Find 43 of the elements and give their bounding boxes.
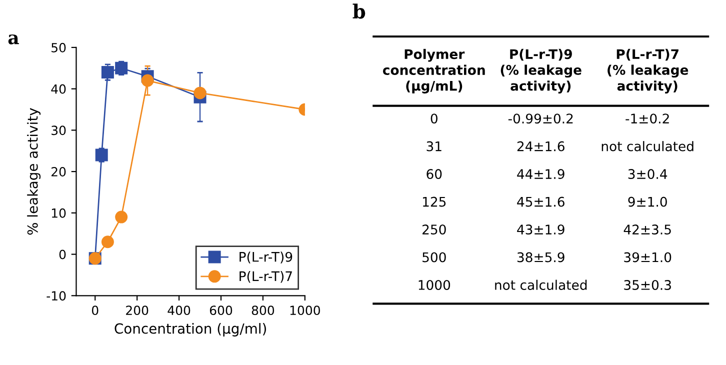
text: 24±1.6 <box>517 141 564 152</box>
legend-label: P(L-r-T)9 <box>240 252 292 264</box>
text: Polymer concentration (µg/mL) <box>382 48 485 94</box>
text: 60 <box>426 169 442 180</box>
text: 125 <box>423 196 446 207</box>
text: 43±1.9 <box>517 224 564 235</box>
text: -1±0.2 <box>626 114 669 124</box>
text: 500 <box>422 252 446 262</box>
y-axis-title: % leakage activity <box>27 108 41 235</box>
text: not calculated <box>602 141 694 152</box>
text: 250 <box>422 224 446 235</box>
text: 42±3.5 <box>624 224 671 235</box>
x-tick-label: 400 <box>168 306 190 316</box>
legend-label: P(L-r-T)7 <box>240 271 292 283</box>
chart-title: a <box>8 34 19 44</box>
text: 9±1.0 <box>628 196 667 207</box>
text: -0.99±0.2 <box>508 114 573 124</box>
text: 44±1.9 <box>517 169 564 180</box>
text: 3±0.4 <box>628 169 668 180</box>
y-tick-label: 20 <box>52 167 66 176</box>
y-tick-label: 50 <box>52 42 66 52</box>
text: 39±1.0 <box>624 252 672 262</box>
x-axis-title: Concentration (µg/ml) <box>114 323 266 336</box>
text: 31 <box>426 141 442 152</box>
x-tick-label: 800 <box>252 306 274 316</box>
y-tick-label: 30 <box>52 126 66 136</box>
y-tick-label: 40 <box>51 84 66 94</box>
y-tick-label: 0 <box>59 250 66 260</box>
text: 45±1.6 <box>517 196 564 207</box>
text: P(L-r-T)7 (% leakage activity) <box>608 48 688 94</box>
text: 0 <box>430 114 438 124</box>
text: b <box>352 4 366 19</box>
x-tick-label: 1000 <box>290 306 320 316</box>
x-tick-label: 0 <box>92 306 98 316</box>
text: 35±0.3 <box>624 280 671 290</box>
x-tick-label: 600 <box>210 306 232 316</box>
x-tick-label: 200 <box>126 306 148 316</box>
text: 38±5.9 <box>517 252 564 262</box>
text: 1000 <box>418 280 450 290</box>
text: not calculated <box>495 280 587 290</box>
y-tick-label: -10 <box>46 291 66 301</box>
y-tick-label: 10 <box>52 208 66 218</box>
text: P(L-r-T)9 (% leakage activity) <box>500 48 582 94</box>
